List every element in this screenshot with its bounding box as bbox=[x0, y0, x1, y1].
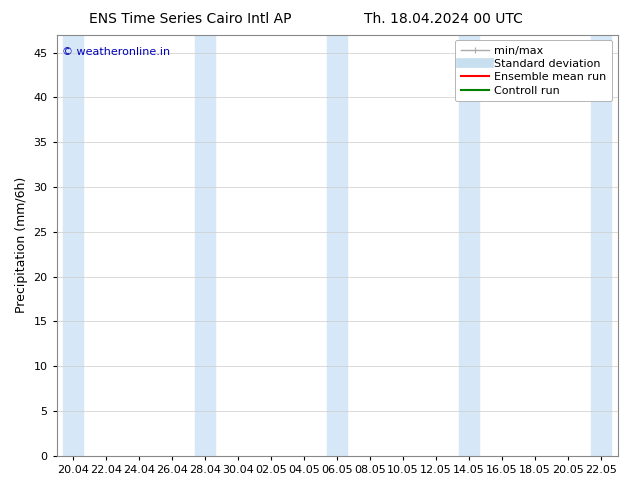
Bar bbox=[195, 35, 215, 456]
Y-axis label: Precipitation (mm/6h): Precipitation (mm/6h) bbox=[15, 177, 28, 314]
Bar bbox=[63, 35, 83, 456]
Legend: min/max, Standard deviation, Ensemble mean run, Controll run: min/max, Standard deviation, Ensemble me… bbox=[455, 40, 612, 101]
Bar bbox=[591, 35, 611, 456]
Text: © weatheronline.in: © weatheronline.in bbox=[62, 47, 171, 57]
Text: Th. 18.04.2024 00 UTC: Th. 18.04.2024 00 UTC bbox=[365, 12, 523, 26]
Bar bbox=[327, 35, 347, 456]
Text: ENS Time Series Cairo Intl AP: ENS Time Series Cairo Intl AP bbox=[89, 12, 292, 26]
Bar bbox=[459, 35, 479, 456]
